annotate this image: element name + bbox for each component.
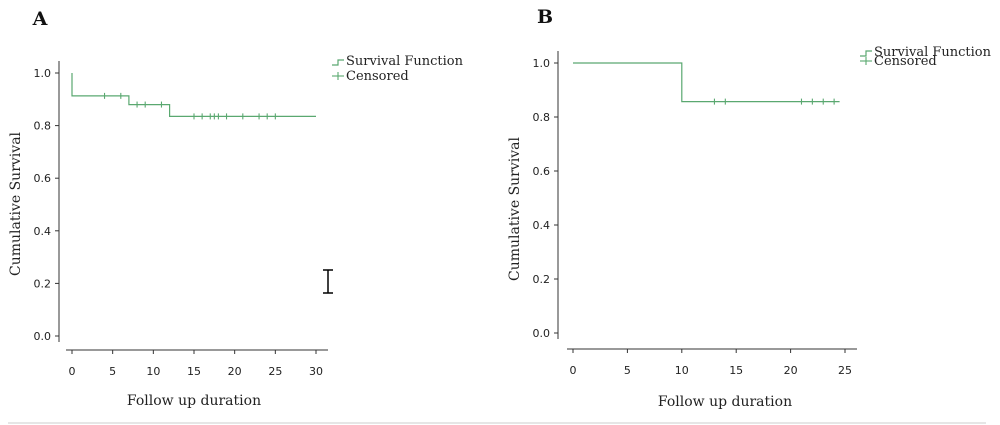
panel-b-letter: B bbox=[537, 6, 553, 28]
panel-b-x-tick-label: 10 bbox=[675, 364, 689, 377]
panel-a-legend-survival-label: Survival Function bbox=[346, 54, 464, 69]
panel-a-x-axis-title: Follow up duration bbox=[127, 393, 261, 409]
panel-a-y-tick-label: 1.0 bbox=[34, 67, 52, 80]
panel-b-y-tick-label: 0.8 bbox=[533, 111, 551, 124]
panel-b-legend-censored-label: Censored bbox=[874, 54, 937, 69]
panel-b-x-tick-label: 5 bbox=[624, 364, 631, 377]
panel-a-y-tick-label: 0.4 bbox=[34, 225, 52, 238]
panel-a-y-tick-label: 0.0 bbox=[34, 330, 52, 343]
panel-b-y-axis-title: Cumulative Survival bbox=[507, 136, 523, 281]
panel-b-y-tick-label: 0.4 bbox=[533, 219, 551, 232]
panel-b-y-tick-label: 0.6 bbox=[533, 165, 551, 178]
panel-b-y-tick-label: 1.0 bbox=[533, 57, 551, 70]
panel-a-y-tick-label: 0.8 bbox=[34, 120, 52, 133]
panel-a-x-tick-label: 15 bbox=[187, 365, 201, 378]
panel-a-x-tick-label: 25 bbox=[268, 365, 282, 378]
panel-a-y-tick-label: 0.2 bbox=[34, 277, 52, 290]
panel-b-x-tick-label: 25 bbox=[838, 364, 852, 377]
panel-b-x-tick-label: 15 bbox=[729, 364, 743, 377]
panel-b-x-tick-label: 20 bbox=[784, 364, 798, 377]
panel-a-x-tick-label: 20 bbox=[228, 365, 242, 378]
panel-a-y-axis-title: Cumulative Survival bbox=[8, 131, 24, 276]
panel-b-chart: B 0.0 0.2 0.4 0.6 0.8 1.0 0 5 10 15 20 25 Follow up d… bbox=[507, 6, 992, 410]
panel-a-x-tick-label: 0 bbox=[69, 365, 76, 378]
panel-b-y-tick-label: 0.2 bbox=[533, 273, 551, 286]
panel-b-survival-line bbox=[573, 62, 840, 103]
panel-a-chart: A 0.0 0.2 0.4 0.6 0.8 1.0 0 5 10 15 20 25 30 Follow up… bbox=[8, 8, 464, 409]
panel-a-x-tick-label: 10 bbox=[146, 365, 160, 378]
panel-b-legend-survival-icon bbox=[860, 50, 872, 57]
text-cursor-icon bbox=[323, 269, 333, 294]
panel-a-legend-survival-icon bbox=[332, 59, 344, 66]
panel-b-y-tick-label: 0.0 bbox=[533, 327, 551, 340]
panel-a-x-tick-label: 30 bbox=[309, 365, 323, 378]
panel-a-survival-line bbox=[71, 73, 316, 117]
panel-b-x-tick-label: 0 bbox=[570, 364, 577, 377]
panel-b-legend-survival-label: Survival Function bbox=[874, 45, 992, 60]
panel-a-legend-censored-label: Censored bbox=[346, 69, 409, 84]
panel-a-y-tick-label: 0.6 bbox=[34, 172, 52, 185]
panel-a-letter: A bbox=[32, 8, 48, 30]
panel-b-x-axis-title: Follow up duration bbox=[658, 394, 792, 410]
panel-a-x-tick-label: 5 bbox=[109, 365, 116, 378]
